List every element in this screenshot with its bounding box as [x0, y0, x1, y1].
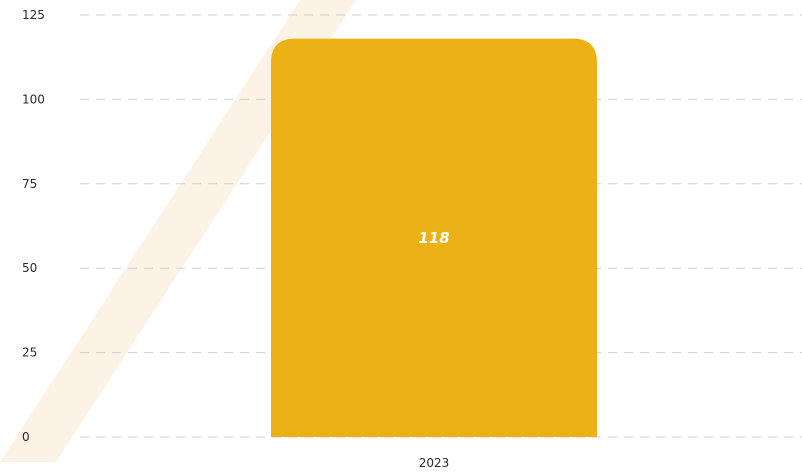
y-tick-label: 100 [22, 92, 45, 106]
y-tick-label: 75 [22, 177, 37, 191]
data-label: 118 [418, 229, 449, 247]
x-tick-label: 2023 [419, 456, 450, 470]
data-labels: 118 [418, 229, 449, 247]
y-tick-label: 25 [22, 346, 37, 360]
y-tick-label: 125 [22, 8, 45, 22]
y-axis-tick-labels: 0 25 50 75 100 125 [22, 8, 45, 444]
y-tick-label: 0 [22, 430, 30, 444]
x-axis-tick-labels: 2023 [419, 456, 450, 470]
y-tick-label: 50 [22, 261, 37, 275]
